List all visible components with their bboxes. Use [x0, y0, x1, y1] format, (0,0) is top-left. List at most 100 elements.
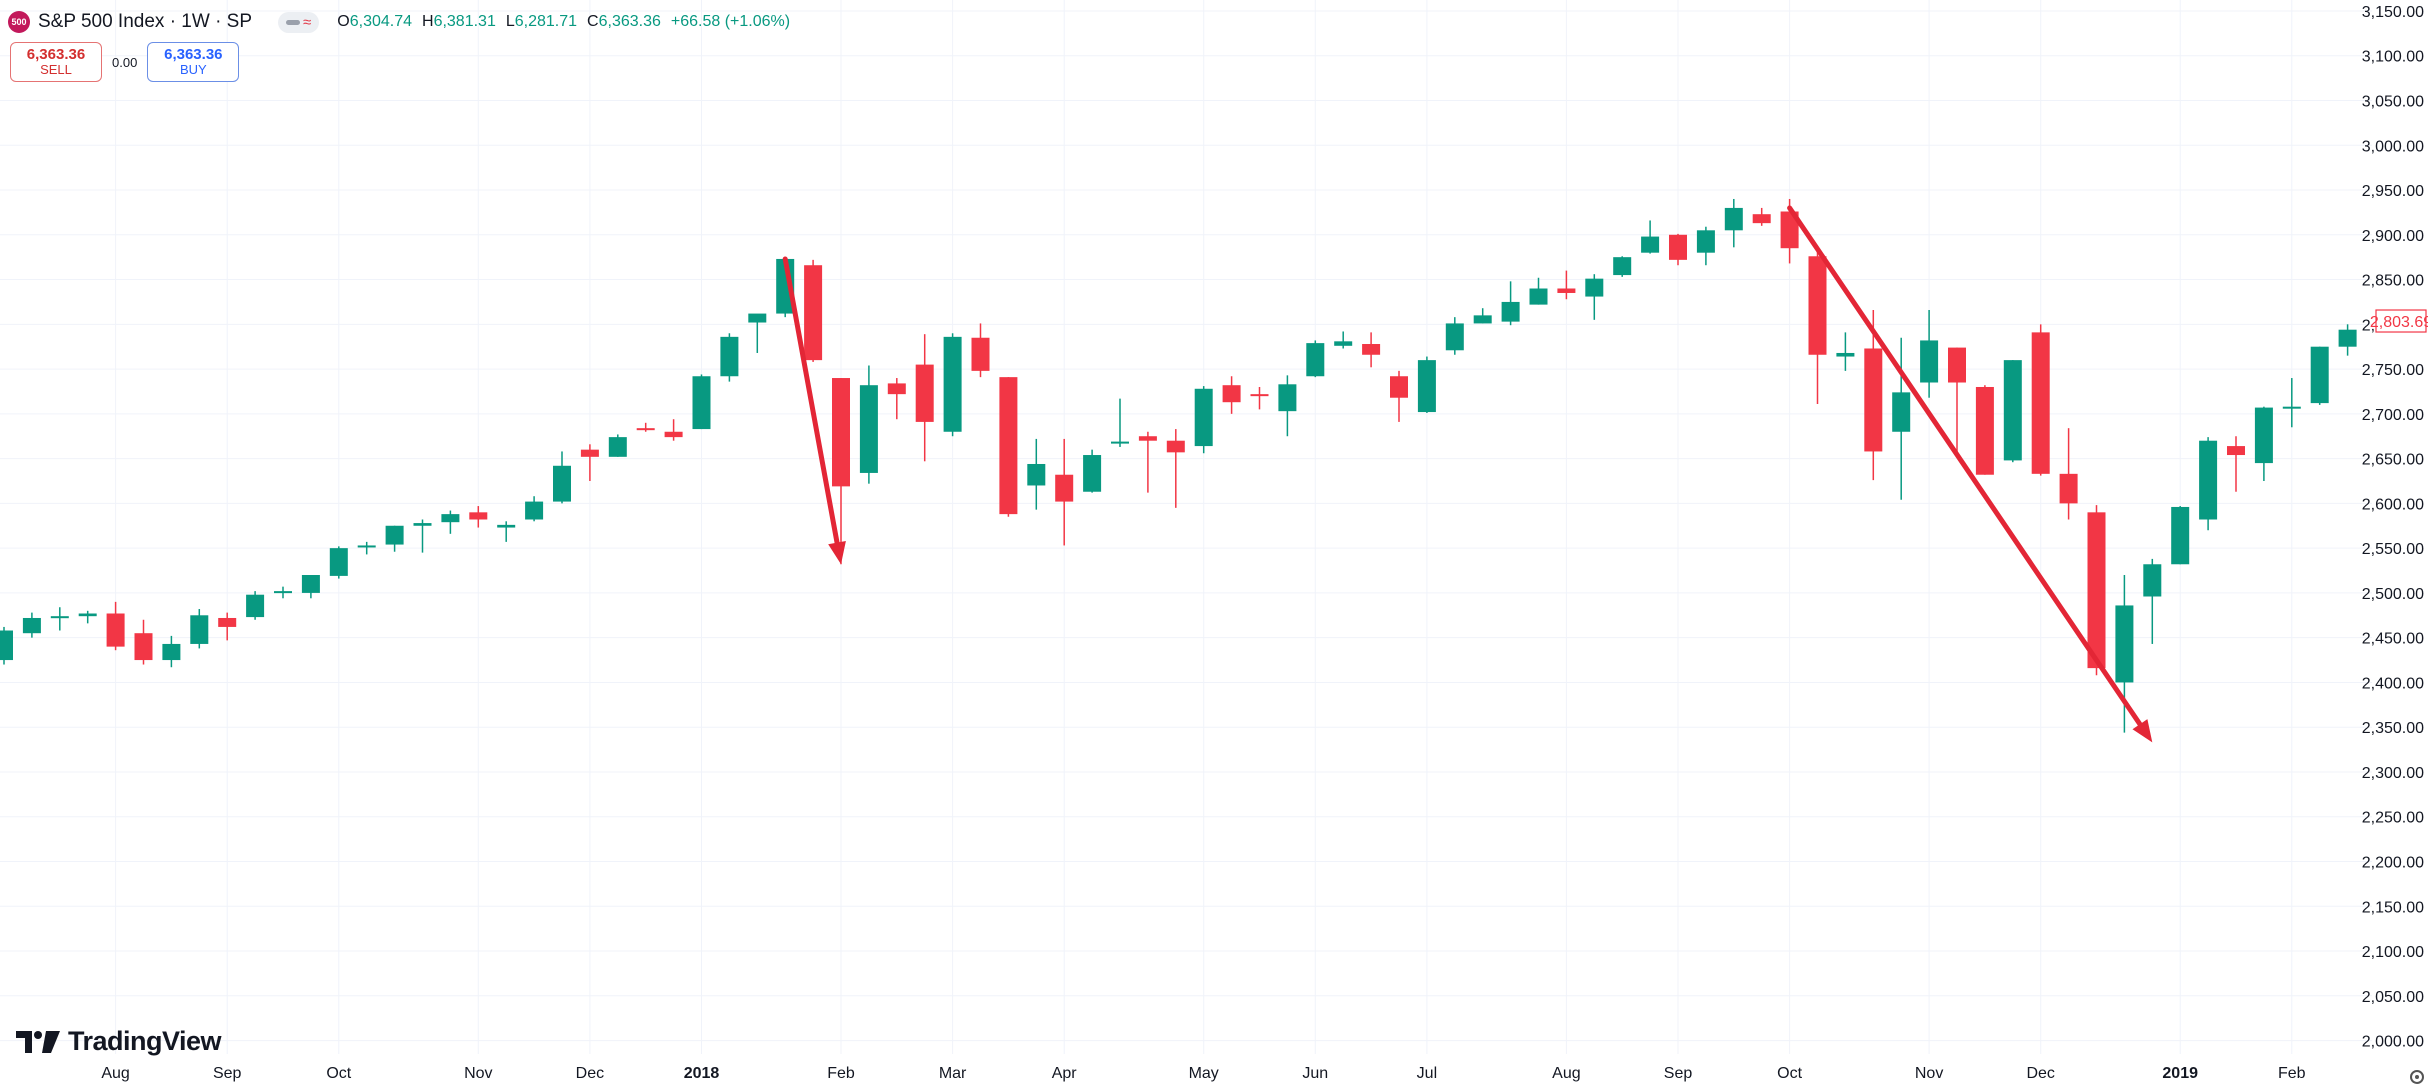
candle[interactable] — [1975, 385, 1994, 475]
candle[interactable] — [22, 612, 41, 638]
candle[interactable] — [1864, 309, 1883, 481]
candle[interactable] — [134, 619, 153, 665]
candle[interactable] — [1055, 438, 1074, 546]
candle[interactable] — [469, 506, 488, 528]
candle[interactable] — [1585, 274, 1604, 320]
settings-icon[interactable] — [2410, 1070, 2424, 1084]
candle[interactable] — [2003, 360, 2022, 463]
candle[interactable] — [1166, 429, 1185, 508]
candle[interactable] — [971, 323, 990, 378]
candle[interactable] — [2227, 436, 2245, 492]
candle[interactable] — [301, 575, 320, 599]
candle[interactable] — [2115, 575, 2134, 733]
candle[interactable] — [1222, 376, 1241, 414]
candle[interactable] — [2087, 505, 2106, 676]
candle[interactable] — [1473, 308, 1492, 324]
trend-arrow[interactable] — [782, 256, 846, 565]
candle[interactable] — [106, 601, 125, 651]
candle[interactable] — [1250, 386, 1269, 410]
candle[interactable] — [1641, 220, 1660, 254]
candle[interactable] — [497, 521, 516, 542]
candle[interactable] — [915, 334, 934, 462]
candle[interactable] — [887, 378, 906, 420]
candle[interactable] — [608, 434, 627, 457]
candle[interactable] — [1836, 332, 1855, 371]
symbol-logo[interactable]: 500 — [8, 11, 30, 33]
candle[interactable] — [1194, 386, 1213, 454]
candle[interactable] — [190, 609, 209, 649]
candle[interactable] — [2199, 437, 2218, 531]
candle[interactable] — [2282, 378, 2301, 428]
candle[interactable] — [2254, 406, 2273, 481]
candle[interactable] — [2171, 506, 2190, 565]
candle[interactable] — [1920, 309, 1939, 398]
candle[interactable] — [1948, 347, 1966, 457]
candle[interactable] — [832, 378, 850, 565]
candles[interactable] — [0, 198, 2357, 733]
candle[interactable] — [385, 525, 404, 552]
candle[interactable] — [525, 496, 544, 522]
candle[interactable] — [1138, 431, 1157, 493]
candle[interactable] — [1390, 370, 1408, 422]
candle[interactable] — [1808, 246, 1827, 404]
candle[interactable] — [218, 612, 237, 641]
candle[interactable] — [357, 541, 376, 555]
trend-arrow[interactable] — [1787, 205, 2153, 743]
candle[interactable] — [1557, 270, 1576, 300]
tradingview-logo[interactable]: TradingView — [16, 1026, 222, 1057]
candle[interactable] — [1362, 332, 1381, 368]
candle[interactable] — [50, 607, 69, 631]
candle[interactable] — [1724, 198, 1743, 248]
candle[interactable] — [1529, 277, 1548, 305]
candle[interactable] — [0, 626, 13, 665]
candle[interactable] — [1083, 449, 1102, 493]
candle[interactable] — [1892, 337, 1911, 500]
candle[interactable] — [1613, 256, 1632, 277]
candle[interactable] — [1027, 438, 1046, 510]
candle[interactable] — [720, 333, 739, 382]
buy-button[interactable]: 6,363.36 BUY — [147, 42, 240, 82]
candle[interactable] — [78, 610, 97, 624]
candle[interactable] — [664, 419, 683, 441]
candle[interactable] — [2310, 346, 2329, 405]
ohlc-close: C6,363.36 — [587, 13, 661, 30]
candle[interactable] — [441, 510, 460, 534]
candle[interactable] — [1334, 331, 1353, 349]
candle[interactable] — [2143, 558, 2162, 644]
candle[interactable] — [999, 377, 1018, 517]
candle[interactable] — [162, 635, 181, 668]
candle[interactable] — [274, 586, 292, 599]
candle[interactable] — [943, 333, 962, 437]
candle[interactable] — [1501, 281, 1520, 326]
trend-arrows[interactable] — [782, 205, 2153, 743]
candle[interactable] — [1417, 356, 1436, 413]
candle[interactable] — [636, 422, 655, 432]
candle[interactable] — [2059, 428, 2078, 520]
candle[interactable] — [748, 313, 767, 353]
visibility-toggle[interactable]: ≈ — [278, 11, 320, 33]
candle[interactable] — [1696, 226, 1715, 266]
candle[interactable] — [413, 519, 432, 553]
candle[interactable] — [1445, 317, 1464, 355]
candle[interactable] — [580, 444, 599, 481]
candle[interactable] — [1306, 340, 1325, 378]
candle[interactable] — [1111, 398, 1129, 447]
candle[interactable] — [329, 546, 348, 579]
symbol-title[interactable]: S&P 500 Index · 1W · SP — [38, 11, 253, 32]
candle[interactable] — [2338, 324, 2357, 356]
candle[interactable] — [2031, 324, 2050, 476]
time-axis[interactable]: Aug Sep Oct Nov Dec 2018 Feb Mar Apr May Jun Jul Aug… — [101, 1065, 2305, 1082]
candle[interactable] — [1752, 207, 1771, 226]
candle[interactable] — [1278, 375, 1297, 437]
candle[interactable] — [804, 259, 823, 362]
candle[interactable] — [1669, 233, 1687, 266]
candle[interactable] — [859, 365, 878, 484]
candle[interactable] — [553, 451, 571, 504]
x-tick-label: Mar — [939, 1065, 967, 1082]
sell-button[interactable]: 6,363.36 SELL — [10, 42, 102, 82]
candle[interactable] — [246, 591, 265, 620]
price-axis[interactable]: 2,000.00 2,050.00 2,100.00 2,150.00 2,200.00… — [2362, 4, 2428, 1051]
candle[interactable] — [692, 374, 711, 430]
